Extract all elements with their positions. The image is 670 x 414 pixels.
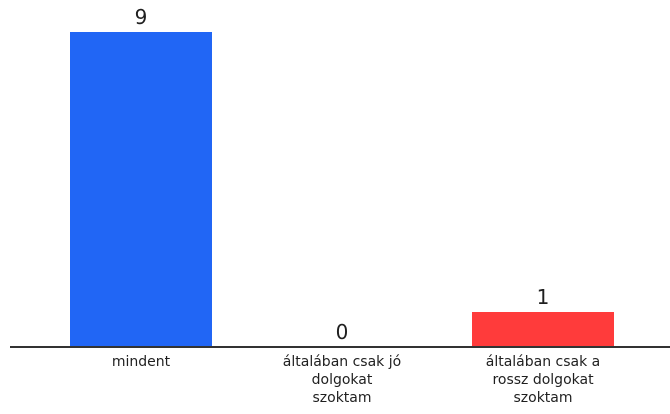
category-label-3-line-3: szoktam xyxy=(513,390,572,406)
value-label-3: 1 xyxy=(537,285,550,309)
category-label-2-line-2: dolgokat xyxy=(312,372,373,388)
category-label-3-line-2: rossz dolgokat xyxy=(492,372,594,388)
bars-group xyxy=(70,32,614,347)
bar-3 xyxy=(472,312,614,347)
category-label-2-line-3: szoktam xyxy=(312,390,371,406)
category-label-1-line-1: mindent xyxy=(112,354,171,370)
value-label-2: 0 xyxy=(336,320,349,344)
category-label-3-line-1: általában csak a xyxy=(486,354,601,370)
bar-1 xyxy=(70,32,212,347)
value-label-1: 9 xyxy=(135,5,148,29)
category-labels-group: mindent általában csak jó dolgokat szoktam á… xyxy=(112,354,600,406)
category-label-2-line-1: általában csak jó xyxy=(283,354,401,370)
